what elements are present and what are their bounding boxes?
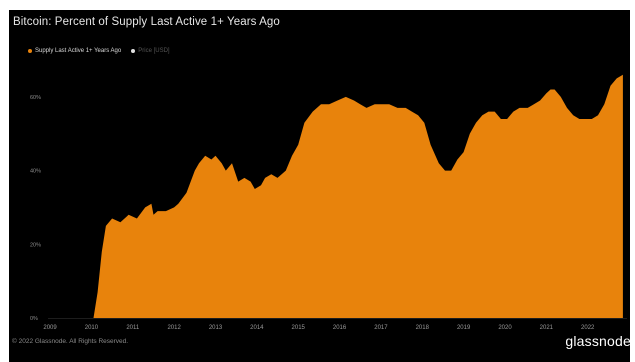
x-axis: 2009 2010 2011 2012 2013 2014 2015 2016 2017 2018…	[43, 318, 627, 331]
legend: Supply Last Active 1+ Years Ago Price [U…	[28, 48, 170, 54]
legend-item-price[interactable]: Price [USD]	[131, 48, 170, 54]
y-tick-label-2: 40%	[30, 169, 41, 175]
legend-label-supply: Supply Last Active 1+ Years Ago	[35, 48, 122, 54]
x-tick-label-2015: 2015	[292, 325, 306, 331]
series-area-supply	[93, 74, 623, 318]
legend-label-price: Price [USD]	[138, 48, 170, 54]
legend-item-supply[interactable]: Supply Last Active 1+ Years Ago	[28, 48, 121, 54]
y-axis: 0% 20% 40% 60%	[30, 95, 41, 322]
legend-swatch-price	[131, 49, 136, 53]
y-tick-label-3: 60%	[30, 95, 41, 101]
x-tick-label-2011: 2011	[126, 325, 140, 331]
legend-swatch-supply	[28, 49, 32, 53]
x-tick-label-2017: 2017	[374, 325, 388, 331]
x-tick-label-2014: 2014	[250, 325, 264, 331]
x-tick-label-2016: 2016	[333, 325, 347, 331]
y-tick-label-1: 20%	[30, 242, 41, 248]
x-tick-label-2020: 2020	[498, 325, 512, 331]
copyright-footer: © 2022 Glassnode. All Rights Reserved.	[12, 338, 129, 345]
x-tick-label-2009: 2009	[43, 325, 57, 331]
x-tick-label-2010: 2010	[85, 325, 99, 331]
y-tick-label-0: 0%	[30, 316, 38, 322]
x-tick-label-2022: 2022	[581, 325, 595, 331]
x-tick-label-2013: 2013	[209, 325, 223, 331]
x-tick-label-2021: 2021	[540, 325, 554, 331]
x-tick-label-2018: 2018	[416, 325, 430, 331]
glassnode-logo: glassnode	[565, 333, 631, 349]
plot-area	[93, 74, 623, 318]
x-tick-label-2012: 2012	[167, 325, 181, 331]
x-tick-label-2019: 2019	[457, 325, 471, 331]
chart-title: Bitcoin: Percent of Supply Last Active 1…	[13, 16, 280, 28]
